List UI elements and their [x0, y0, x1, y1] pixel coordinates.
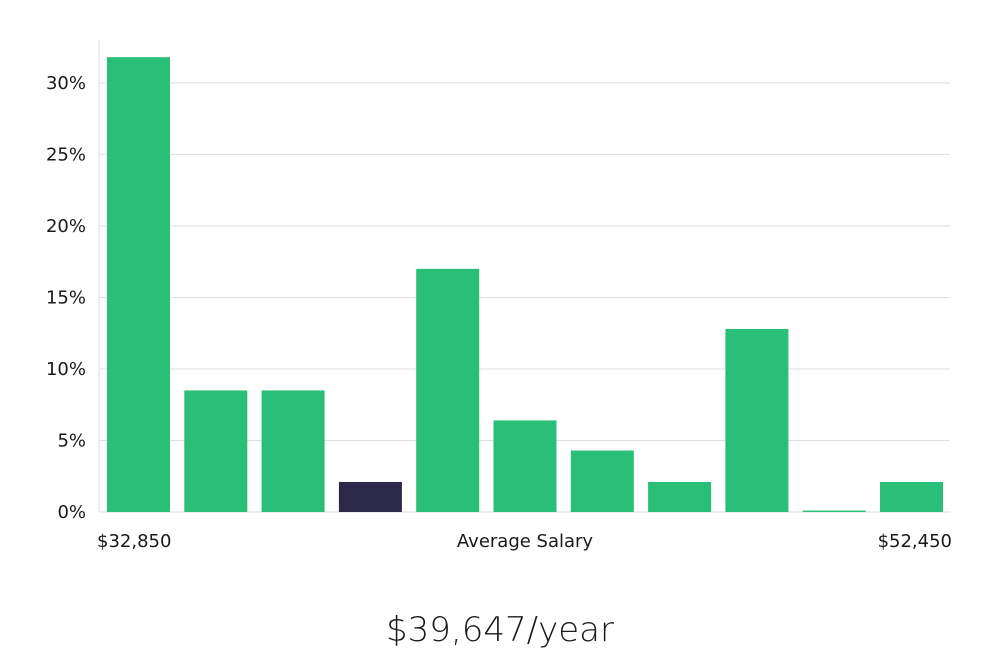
bar — [648, 481, 712, 512]
y-tick-label: 5% — [57, 430, 86, 451]
bar — [184, 390, 248, 512]
y-tick-label: 25% — [46, 144, 86, 165]
bar-highlighted — [338, 481, 402, 512]
bars — [107, 57, 943, 512]
bar — [880, 481, 943, 512]
bar — [802, 510, 866, 512]
bar — [725, 328, 789, 512]
y-axis-ticks: 0% 5% 10% 15% 20% 25% 30% — [46, 73, 86, 523]
bar — [570, 450, 634, 512]
bar — [416, 268, 480, 512]
y-tick-label: 20% — [46, 216, 86, 237]
bar — [493, 420, 557, 512]
y-tick-label: 0% — [57, 502, 86, 523]
x-axis-label: Average Salary — [457, 531, 594, 552]
y-tick-label: 30% — [46, 73, 86, 94]
bar — [107, 57, 170, 512]
y-tick-label: 10% — [46, 359, 86, 380]
average-salary-value: $39,647/year — [386, 610, 614, 650]
salary-histogram: 0% 5% 10% 15% 20% 25% 30% $32,850 Average Sala… — [46, 40, 952, 552]
x-max-label: $52,450 — [878, 531, 952, 552]
y-tick-label: 15% — [46, 287, 86, 308]
x-min-label: $32,850 — [97, 531, 171, 552]
bar — [261, 390, 325, 512]
